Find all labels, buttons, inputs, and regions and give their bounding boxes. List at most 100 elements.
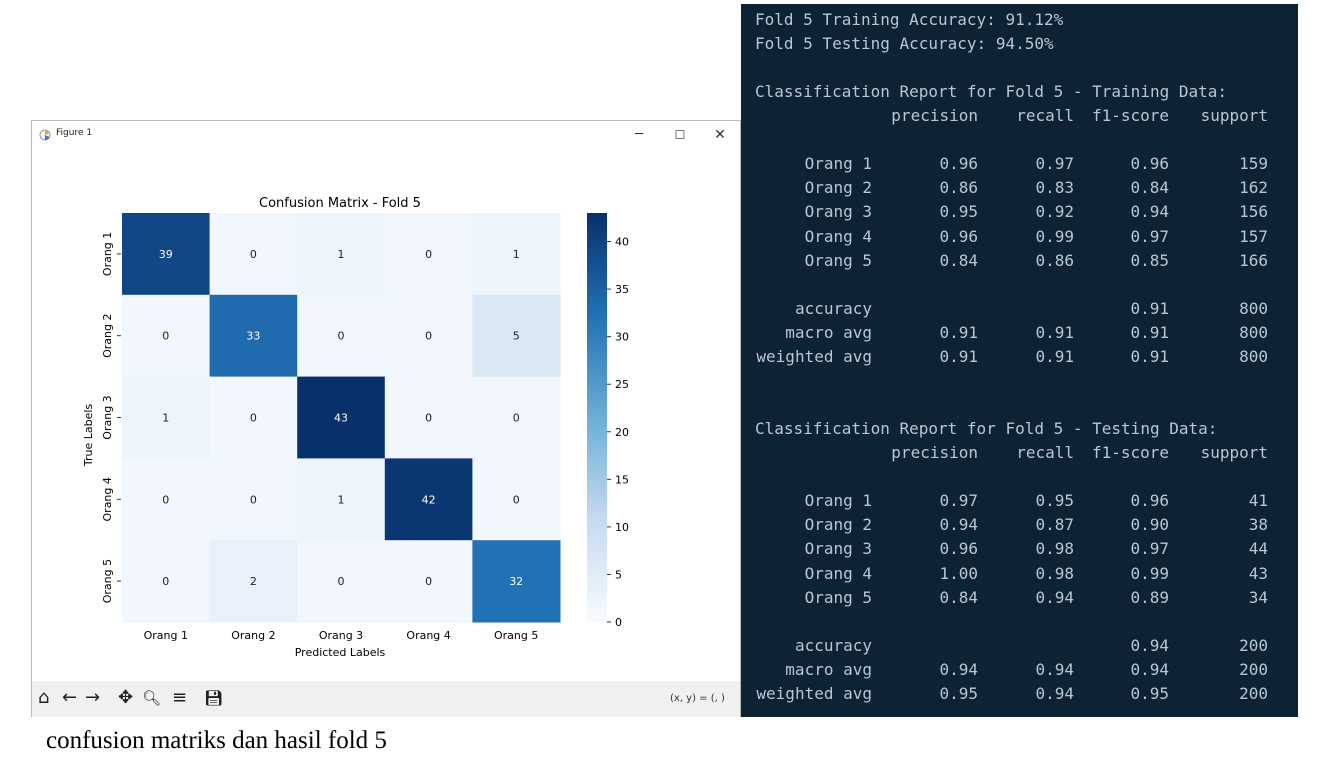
report-cell: 0.94 xyxy=(939,660,978,680)
report-cell: 0.94 xyxy=(1035,660,1074,680)
cell-value-label: 43 xyxy=(334,412,348,425)
report-cell: 0.99 xyxy=(1130,563,1169,583)
report-cell: 800 xyxy=(1239,323,1268,343)
colorbar-tick-label: 0 xyxy=(615,616,622,629)
report-cell: 0.97 xyxy=(1035,154,1074,173)
cell-value-label: 0 xyxy=(425,412,432,425)
cell-value-label: 0 xyxy=(162,330,169,343)
y-axis-label: True Labels xyxy=(82,404,95,468)
back-arrow-icon[interactable]: ← xyxy=(62,687,78,708)
report-column-header: support xyxy=(1200,443,1268,462)
report-cell: 200 xyxy=(1239,660,1268,680)
heatmap-cell xyxy=(209,458,298,541)
report-cell: 0.84 xyxy=(1130,178,1169,198)
report-cell: 0.96 xyxy=(1130,491,1169,510)
report-cell: 0.94 xyxy=(1130,660,1169,680)
heatmap-cell xyxy=(122,294,211,378)
report-cell: 0.97 xyxy=(1130,226,1169,246)
report-cell: 34 xyxy=(1248,587,1268,607)
cell-value-label: 0 xyxy=(513,493,520,506)
report-cell: 0.94 xyxy=(1130,202,1169,222)
colorbar-ticks: 0 5 10 15 20 25 30 35 40 xyxy=(607,236,629,629)
heatmap-cell xyxy=(122,213,211,296)
report-cell: 157 xyxy=(1239,226,1268,246)
report-column-header: support xyxy=(1200,106,1268,125)
save-icon[interactable]: 💾︎ xyxy=(204,689,224,707)
forward-arrow-icon[interactable]: → xyxy=(85,687,101,708)
report-cell: 159 xyxy=(1239,154,1268,173)
colorbar xyxy=(587,213,607,622)
training-accuracy-line: Fold 5 Training Accuracy: 91.12% xyxy=(755,10,1064,29)
heatmap-cell xyxy=(297,540,386,623)
colorbar-tick-label: 15 xyxy=(615,473,629,486)
heatmap-cell xyxy=(472,294,561,378)
report-summary-label: accuracy xyxy=(794,299,872,318)
colorbar-tick-label: 5 xyxy=(615,568,622,581)
heatmap-cell xyxy=(297,458,386,541)
report-cell: 166 xyxy=(1239,250,1268,270)
report-cell: 0.98 xyxy=(1035,563,1074,583)
maximize-button[interactable]: ☐ xyxy=(674,128,686,142)
report-cell: 44 xyxy=(1248,539,1268,559)
report-cell: 0.98 xyxy=(1035,539,1074,559)
figure-toolbar: ⌂ ← → ✥ 🔍︎ ≡ 💾︎ (x, y) = (, ) xyxy=(32,681,740,717)
cell-value-label: 0 xyxy=(250,248,257,261)
x-tick-label: Orang 1 xyxy=(144,629,188,642)
zoom-icon[interactable]: 🔍︎ xyxy=(142,689,162,707)
report-cell: 0.86 xyxy=(1035,250,1074,270)
report-cell: 0.91 xyxy=(939,323,978,343)
report-heading: Classification Report for Fold 5 - Train… xyxy=(755,82,1228,101)
report-cell: 0.84 xyxy=(939,250,978,270)
report-cell: 0.84 xyxy=(939,587,978,607)
report-cell: 800 xyxy=(1239,299,1268,318)
report-cell: 0.96 xyxy=(939,154,978,173)
report-row-label: Orang 1 xyxy=(804,154,872,173)
colorbar-tick-label: 20 xyxy=(615,426,629,439)
x-tick-label: Orang 5 xyxy=(494,629,538,642)
report-summary-label: weighted avg xyxy=(756,684,872,704)
configure-subplots-icon[interactable]: ≡ xyxy=(172,687,188,708)
report-summary-label: macro avg xyxy=(785,660,872,680)
cell-value-label: 42 xyxy=(422,493,436,506)
report-cell: 0.89 xyxy=(1130,587,1169,607)
cell-value-label: 33 xyxy=(246,330,260,343)
y-tick-label: Orang 5 xyxy=(101,559,114,603)
report-cell: 0.87 xyxy=(1035,515,1074,535)
cell-value-label: 1 xyxy=(513,248,520,261)
report-cell: 0.96 xyxy=(939,226,978,246)
report-cell: 162 xyxy=(1239,178,1268,198)
report-cell: 0.94 xyxy=(1035,587,1074,607)
close-button[interactable]: ✕ xyxy=(714,127,726,143)
report-cell: 200 xyxy=(1239,636,1268,655)
report-row-label: Orang 3 xyxy=(804,202,872,222)
colorbar-tick-label: 25 xyxy=(615,378,629,391)
coordinate-readout: (x, y) = (, ) xyxy=(670,693,725,704)
report-cell: 0.95 xyxy=(1130,684,1169,704)
colorbar-tick-label: 35 xyxy=(615,283,629,296)
window-titlebar[interactable]: Figure 1 ─ ☐ ✕ xyxy=(32,121,740,151)
cell-value-label: 0 xyxy=(425,330,432,343)
heatmap-cell xyxy=(297,376,386,459)
window-title: Figure 1 xyxy=(56,128,93,138)
report-cell: 0.91 xyxy=(1130,299,1169,318)
report-cell: 38 xyxy=(1248,515,1268,535)
report-cell: 0.90 xyxy=(1130,515,1169,535)
report-cell: 0.86 xyxy=(939,178,978,198)
minimize-button[interactable]: ─ xyxy=(635,127,643,142)
report-summary-label: weighted avg xyxy=(756,347,872,367)
heatmap-cell xyxy=(209,376,298,459)
heatmap-cell xyxy=(384,376,473,459)
report-row-label: Orang 5 xyxy=(804,587,872,607)
report-cell: 0.99 xyxy=(1035,226,1074,246)
cell-value-label: 39 xyxy=(159,248,173,261)
confusion-matrix-chart: Confusion Matrix - Fold 5 39 0 1 0 10 33 0 0 51 0… xyxy=(82,196,629,659)
report-cell: 1.00 xyxy=(939,563,978,583)
pan-icon[interactable]: ✥ xyxy=(118,687,134,708)
report-cell: 0.95 xyxy=(939,684,978,704)
home-icon[interactable]: ⌂ xyxy=(38,687,50,708)
colorbar-tick-label: 40 xyxy=(615,236,629,249)
x-tick-label: Orang 4 xyxy=(406,629,450,642)
heatmap-cell xyxy=(384,540,473,623)
heatmap-cell xyxy=(209,540,298,623)
report-column-header: f1-score xyxy=(1091,106,1169,125)
